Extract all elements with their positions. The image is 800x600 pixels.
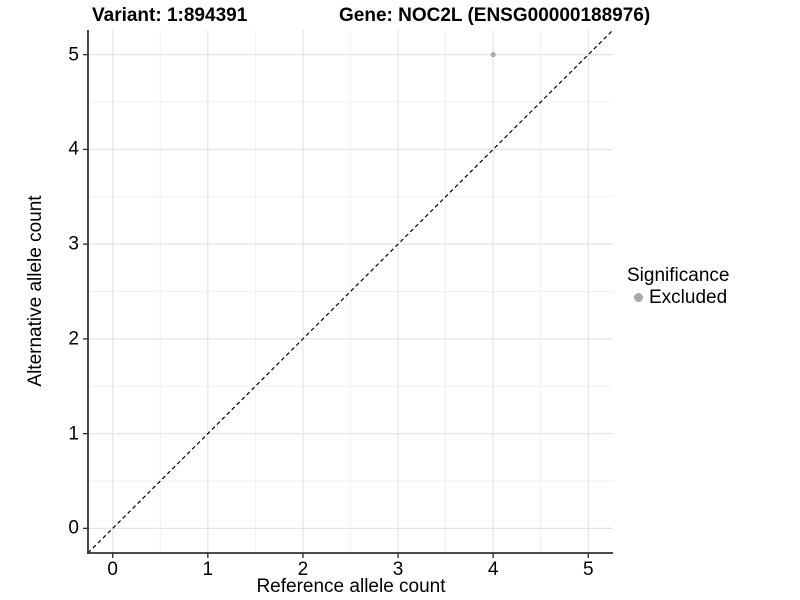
- x-tick-label: 2: [297, 559, 309, 580]
- plot-title-gene: Gene: NOC2L (ENSG00000188976): [339, 5, 651, 26]
- y-tick-label: 1: [68, 423, 79, 445]
- y-tick-label: 4: [68, 138, 79, 160]
- legend: Significance Excluded: [627, 265, 729, 308]
- legend-item-label: Excluded: [649, 287, 728, 308]
- y-tick-label: 2: [68, 328, 79, 350]
- y-axis-title: Alternative allele count: [25, 195, 46, 387]
- x-axis-title: Reference allele count: [256, 576, 446, 597]
- legend-item-excluded: Excluded: [627, 287, 729, 308]
- x-tick-label: 4: [487, 559, 499, 580]
- plot-title-variant: Variant: 1:894391: [92, 5, 248, 26]
- x-tick-label: 5: [582, 559, 594, 580]
- data-point: [490, 52, 496, 58]
- x-tick-label: 0: [107, 559, 119, 580]
- y-tick-label: 0: [68, 517, 79, 539]
- legend-title: Significance: [627, 265, 730, 286]
- x-tick-label: 1: [202, 559, 214, 580]
- excluded-point-icon: [634, 293, 643, 302]
- y-tick-label: 3: [68, 233, 79, 255]
- x-tick-label: 3: [392, 559, 404, 580]
- y-tick-label: 5: [68, 44, 79, 66]
